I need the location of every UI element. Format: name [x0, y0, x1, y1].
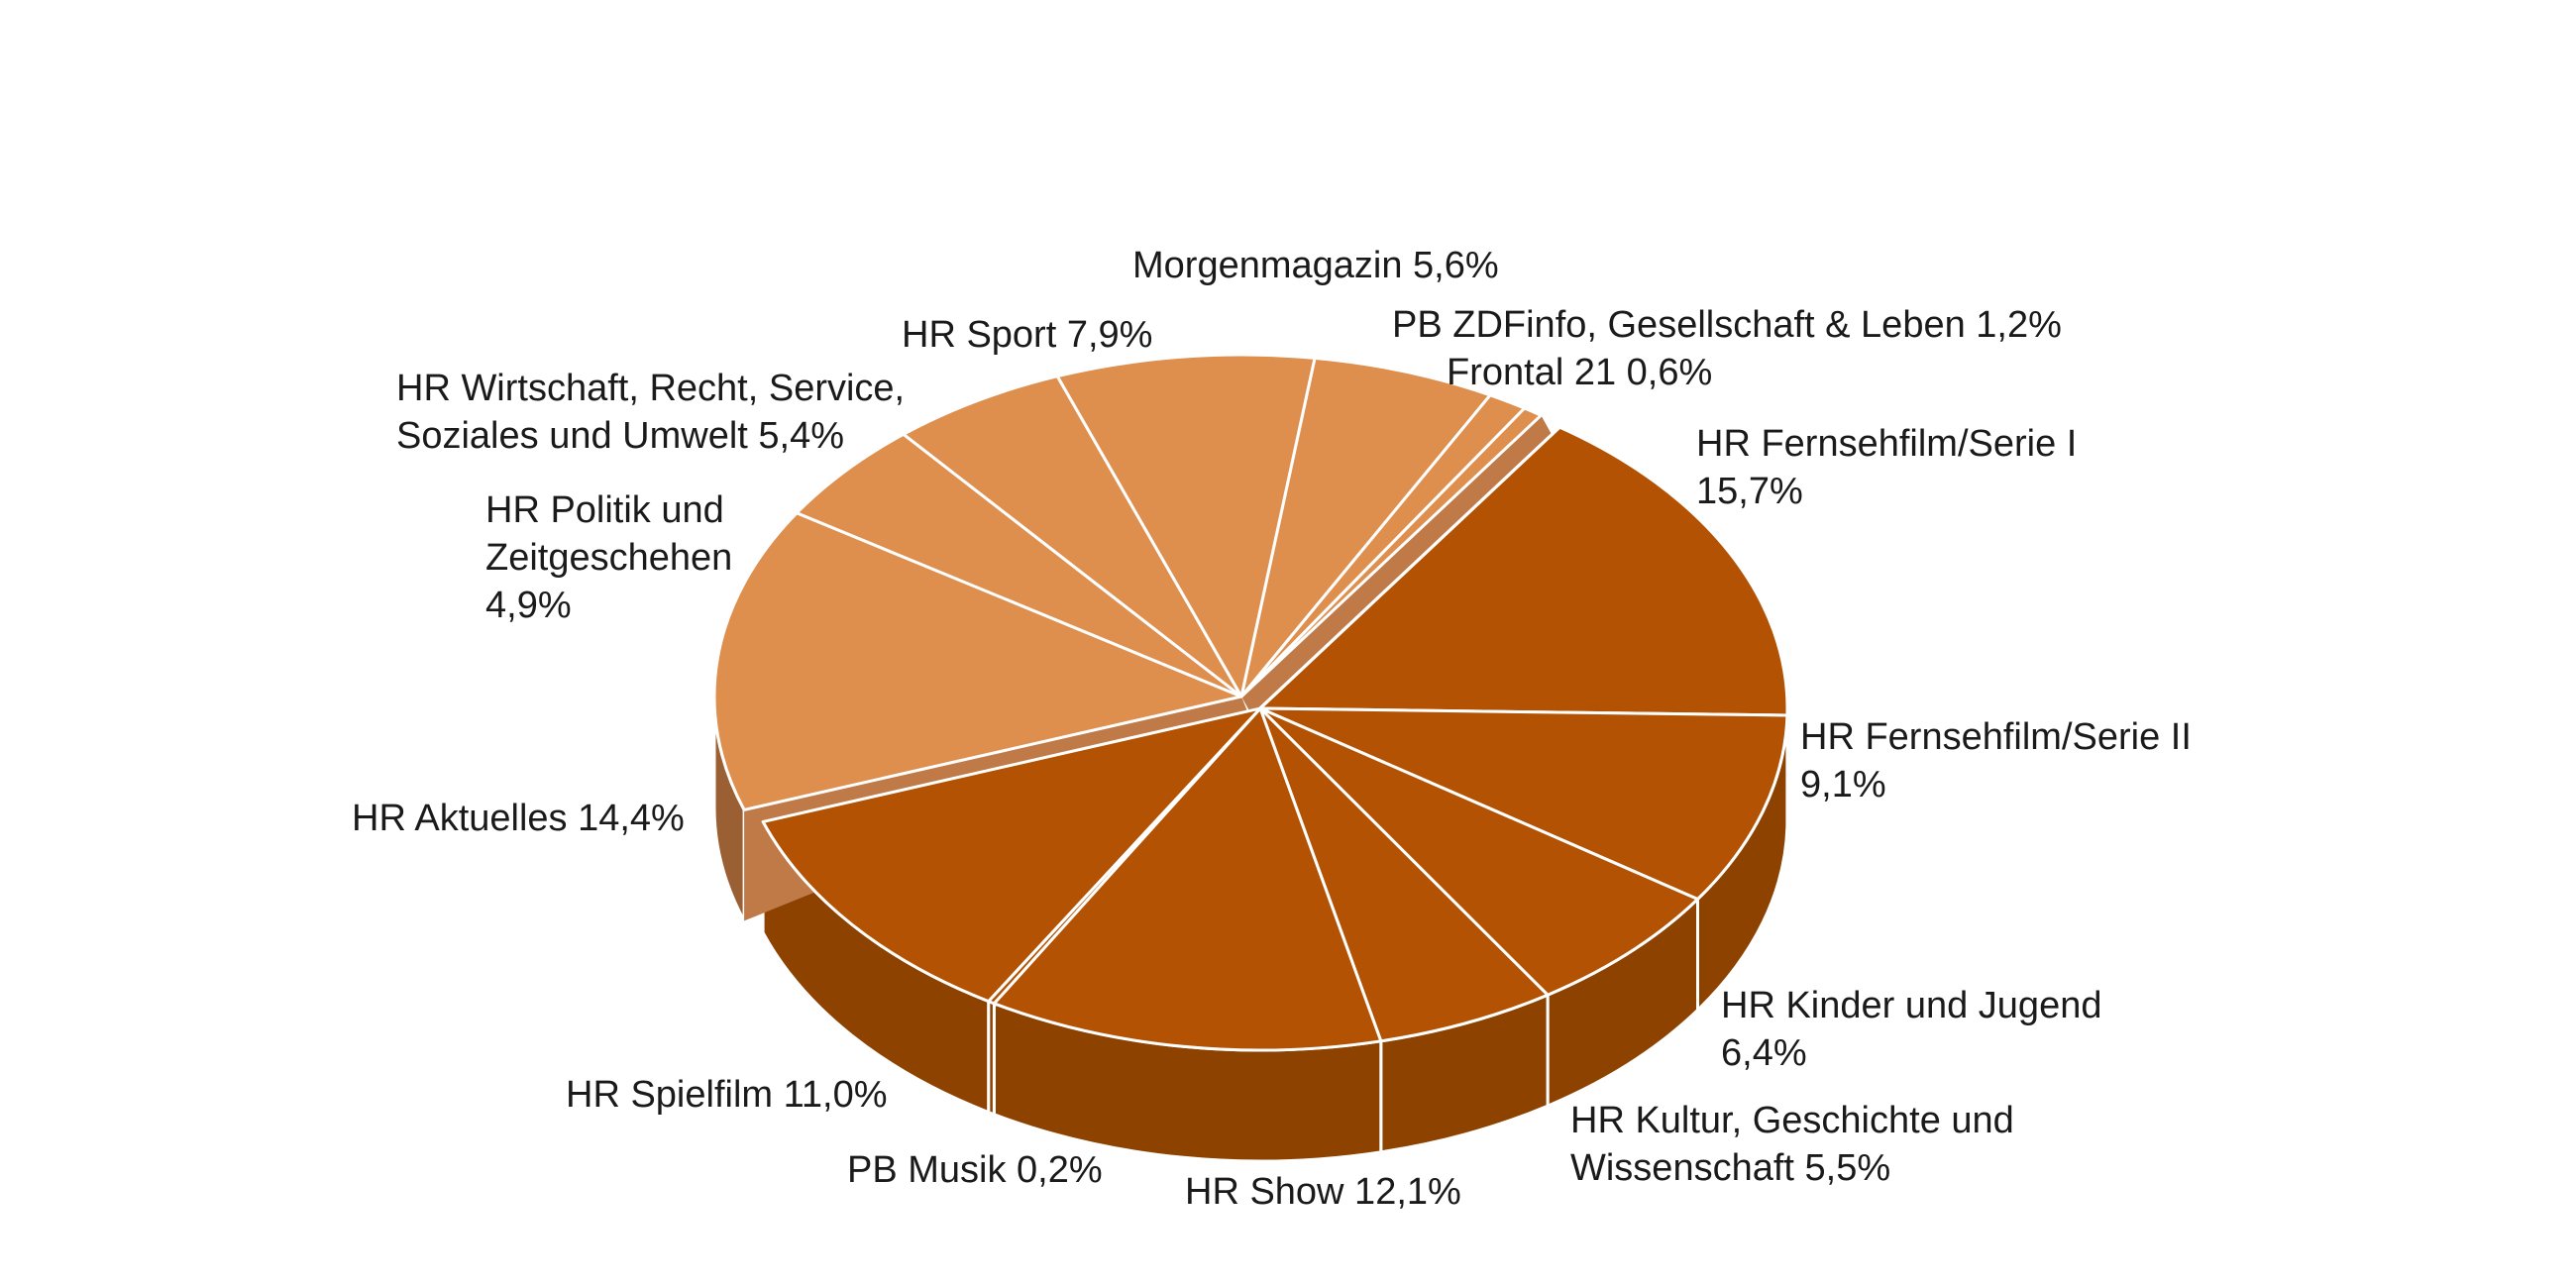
slice-5 — [1258, 706, 1699, 997]
slice-label-6: HR Kultur, Geschichte und Wissenschaft 5,… — [1570, 1100, 2014, 1189]
slice-label-10: HR Aktuelles 14,4% — [352, 798, 685, 839]
pie-labels: Morgenmagazin 5,6% PB ZDFinfo, Gesellscha… — [352, 245, 2192, 1213]
slice-9 — [761, 706, 1262, 1004]
slice-label-12: HR Wirtschaft, Recht, Service, Soziales u… — [396, 368, 905, 457]
pie-slices — [712, 353, 1789, 1052]
slice-label-3: HR Fernsehfilm/Serie I 15,7% — [1696, 423, 2077, 512]
slice-label-8: PB Musik 0,2% — [847, 1149, 1103, 1191]
slice-label-4: HR Fernsehfilm/Serie II 9,1% — [1800, 716, 2192, 805]
explode-gap-wall-top — [1241, 415, 1552, 714]
slice-3 — [1258, 425, 1789, 717]
slice-6 — [1258, 706, 1550, 1043]
slice-label-1: PB ZDFinfo, Gesellschaft & Leben 1,2% — [1392, 304, 2062, 346]
slice-label-5: HR Kinder und Jugend 6,4% — [1721, 985, 2101, 1074]
slice-label-7: HR Show 12,1% — [1185, 1171, 1461, 1213]
slice-12 — [902, 375, 1243, 698]
slice-7 — [992, 706, 1383, 1052]
slice-11 — [795, 432, 1243, 698]
slice-4 — [1258, 706, 1789, 901]
slice-2 — [1239, 406, 1543, 698]
slice-13 — [1055, 353, 1317, 698]
slice-label-11: HR Politik und Zeitgeschehen 4,9% — [485, 489, 732, 626]
slice-0 — [1239, 356, 1492, 698]
slice-label-2: Frontal 21 0,6% — [1447, 352, 1712, 393]
slice-label-13: HR Sport 7,9% — [902, 314, 1152, 356]
slice-10 — [712, 511, 1243, 811]
slice-label-0: Morgenmagazin 5,6% — [1132, 245, 1499, 286]
slice-label-9: HR Spielfilm 11,0% — [566, 1074, 888, 1116]
